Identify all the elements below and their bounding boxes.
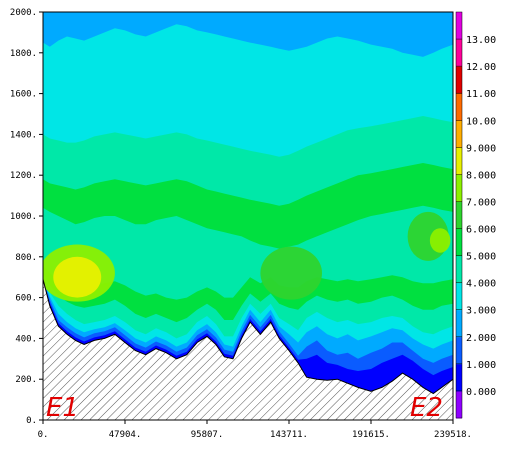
plot-area [43,12,453,420]
y-tick-label: 0. [26,416,37,426]
maximum-region-4 [429,228,451,253]
x-tick-label: 239518. [434,430,472,440]
maximum-region-2 [260,246,323,300]
contour-band-3 [43,12,453,57]
colorbar-swatch [456,336,462,365]
y-tick-label: 1400. [10,130,37,140]
colorbar-label: 6.000 [466,225,496,236]
y-axis: 0. 200. 400. 600. 800. 1000. 1200. 1400. 1600. 18… [10,8,43,426]
x-tick-label: 95807. [191,430,224,440]
maximum-region-1 [53,256,102,298]
x-tick-label: 47904. [109,430,142,440]
colorbar-swatch [456,363,462,392]
colorbar-swatch [456,390,462,419]
colorbar-swatch [456,66,462,94]
terrain [43,279,453,420]
x-axis: 0. 47904. 95807. 143711. 191615. 239518. [38,420,472,440]
colorbar: 0.000 1.000 2.000 3.000 4.000 5.000 6.000 7.000… [455,11,496,419]
colorbar-swatch [456,93,462,121]
x-tick-label: 191615. [352,430,390,440]
y-tick-label: 400. [15,334,37,344]
annotation-e1: E1 [46,393,79,423]
colorbar-swatch [456,228,462,257]
y-tick-label: 800. [15,253,37,263]
annotation-e2: E2 [410,393,443,423]
colorbar-label: 10.00 [466,116,496,127]
colorbar-swatch [456,147,462,175]
y-tick-label: 200. [15,375,37,385]
colorbar-frame [455,11,463,419]
colorbar-swatch [456,201,462,230]
colorbar-swatch [456,39,462,67]
colorbar-label: 11.00 [466,89,496,100]
colorbar-label: 9.000 [466,143,496,154]
colorbar-swatch [456,282,462,311]
colorbar-label: 0.000 [466,387,496,398]
colorbar-label: 12.00 [466,62,496,73]
x-tick-label: 143711. [270,430,308,440]
colorbar-label: 7.000 [466,197,496,208]
colorbar-swatch [456,255,462,284]
y-tick-label: 1800. [10,49,37,59]
colorbar-label: 3.000 [466,306,496,317]
colorbar-label: 5.000 [466,252,496,263]
colorbar-label: 1.000 [466,360,496,371]
y-tick-label: 600. [15,294,37,304]
colorbar-label: 8.000 [466,170,496,181]
colorbar-label: 13.00 [466,35,496,46]
x-tick-label: 0. [38,430,49,440]
colorbar-label: 4.000 [466,279,496,290]
colorbar-label: 2.000 [466,333,496,344]
y-tick-label: 1600. [10,90,37,100]
y-tick-label: 2000. [10,8,37,18]
colorbar-swatch [456,174,462,202]
colorbar-swatch [456,120,462,148]
y-tick-label: 1000. [10,212,37,222]
contour-band-4 [43,12,453,157]
colorbar-swatch [456,12,462,40]
colorbar-swatch [456,309,462,338]
y-tick-label: 1200. [10,171,37,181]
